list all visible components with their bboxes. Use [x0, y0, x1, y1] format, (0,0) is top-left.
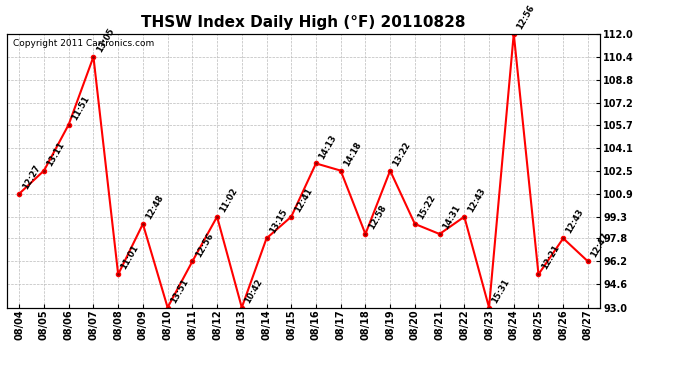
Text: THSW Index Daily High (°F) 20110828: THSW Index Daily High (°F) 20110828 — [141, 15, 466, 30]
Text: 14:31: 14:31 — [441, 204, 462, 231]
Text: 13:05: 13:05 — [95, 26, 116, 54]
Text: 11:01: 11:01 — [119, 244, 141, 272]
Text: 14:13: 14:13 — [317, 133, 338, 160]
Text: 12:58: 12:58 — [366, 204, 388, 231]
Text: 15:22: 15:22 — [416, 193, 437, 221]
Text: 14:18: 14:18 — [342, 140, 363, 168]
Text: 11:51: 11:51 — [70, 94, 91, 122]
Text: 15:31: 15:31 — [491, 277, 511, 304]
Text: 12:56: 12:56 — [194, 231, 215, 258]
Text: 12:21: 12:21 — [540, 244, 561, 272]
Text: 12:47: 12:47 — [589, 231, 611, 258]
Text: 12:56: 12:56 — [515, 3, 536, 31]
Text: 12:41: 12:41 — [293, 186, 314, 214]
Text: 11:02: 11:02 — [218, 186, 239, 214]
Text: 12:43: 12:43 — [466, 186, 486, 214]
Text: Copyright 2011 Cartronics.com: Copyright 2011 Cartronics.com — [13, 39, 154, 48]
Text: 13:11: 13:11 — [46, 140, 66, 168]
Text: 13:51: 13:51 — [169, 277, 190, 304]
Text: 12:27: 12:27 — [21, 163, 41, 191]
Text: 12:43: 12:43 — [564, 208, 586, 236]
Text: 12:48: 12:48 — [144, 194, 166, 221]
Text: 10:42: 10:42 — [243, 277, 264, 304]
Text: 13:15: 13:15 — [268, 208, 289, 236]
Text: 13:22: 13:22 — [391, 140, 413, 168]
